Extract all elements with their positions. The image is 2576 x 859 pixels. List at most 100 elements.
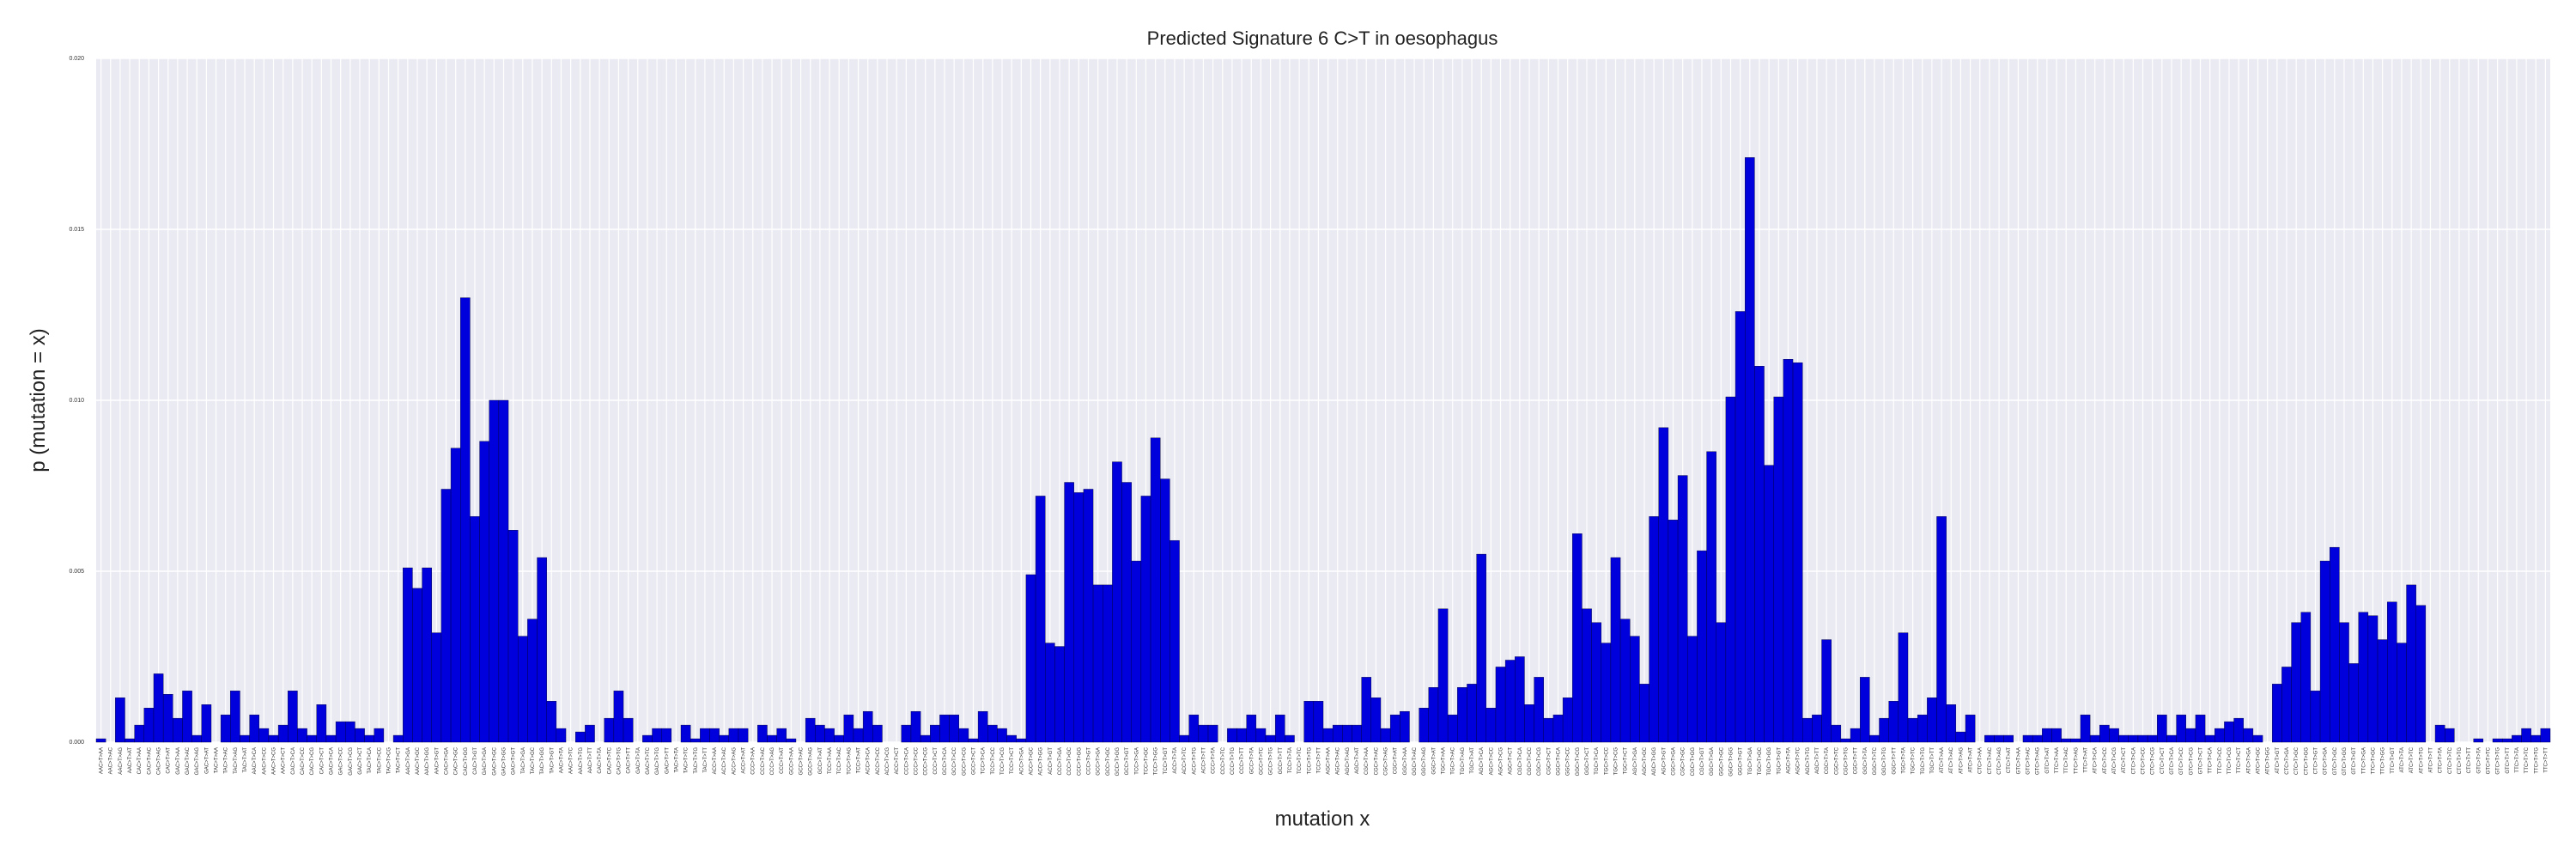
- bar: [575, 731, 586, 743]
- bar: [1619, 618, 1631, 743]
- x-tick-label: CGC>T>GG: [1691, 747, 1696, 777]
- bar: [325, 734, 337, 743]
- chart-title: Predicted Signature 6 C>T in oesophagus: [1147, 27, 1498, 49]
- x-tick-label: GTC>T>AC: [2026, 746, 2032, 774]
- bar: [1946, 704, 1957, 743]
- x-tick-label: ATC>T>CT: [2122, 747, 2127, 774]
- bar: [1888, 701, 1899, 743]
- x-tick-label: TCC>T>CC: [991, 746, 996, 774]
- bar: [345, 721, 355, 743]
- x-tick-label: GCC>T>GG: [1115, 747, 1121, 777]
- bar: [1552, 714, 1564, 743]
- bar: [997, 728, 1007, 743]
- x-tick-label: TTC>T>AG: [2074, 747, 2079, 774]
- bar: [920, 734, 931, 743]
- x-tick-label: CGC>T>AA: [1364, 747, 1370, 775]
- bar: [1035, 496, 1046, 743]
- x-tick-label: TCC>T>GC: [1144, 746, 1149, 775]
- bar: [2367, 615, 2379, 743]
- bar: [1869, 734, 1880, 743]
- x-tick-label: GGC>T>CG: [1576, 747, 1581, 777]
- x-tick-label: CGC>T>TT: [1854, 747, 1859, 775]
- bar: [2022, 734, 2033, 743]
- x-tick-label: CAC>T>AA: [137, 747, 143, 774]
- bar: [2176, 714, 2186, 743]
- bar: [910, 710, 921, 743]
- bar: [2281, 667, 2292, 743]
- bar: [240, 734, 250, 743]
- x-tick-label: AGC>T>AT: [1355, 747, 1360, 774]
- x-tick-label: ATC>T>GA: [2246, 747, 2251, 774]
- bar: [623, 717, 634, 743]
- bar: [1274, 714, 1285, 743]
- x-tick-label: AGC>T>CT: [1509, 747, 1514, 775]
- bar: [2415, 605, 2427, 743]
- bar: [507, 530, 519, 743]
- x-tick-label: ATC>T>GT: [2275, 747, 2281, 774]
- x-tick-label: AGC>T>GA: [1633, 747, 1638, 775]
- x-tick-label: TTC>T>CG: [2227, 747, 2233, 775]
- bar: [690, 738, 701, 743]
- bar: [2185, 728, 2196, 743]
- x-tick-label: CGC>T>CT: [1546, 747, 1552, 775]
- bar: [1016, 738, 1027, 743]
- x-tick-label: TAC>T>GT: [550, 747, 555, 774]
- bar: [1207, 724, 1218, 743]
- x-tick-label: CTC>T>AC: [1988, 746, 1993, 774]
- x-tick-label: GGC>T>AC: [1413, 746, 1418, 775]
- y-tick-label: 0.000: [69, 740, 84, 746]
- x-tick-label: CAC>T>AC: [147, 746, 152, 774]
- x-tick-label: AAC>T>GG: [425, 747, 430, 776]
- bar: [1255, 728, 1267, 743]
- bar: [2089, 734, 2100, 743]
- x-tick-label: TCC>T>AG: [847, 747, 852, 775]
- x-tick-label: GAC>T>AG: [195, 747, 200, 776]
- x-tick-label: TGC>T>AG: [1461, 747, 1466, 775]
- x-tick-label: ACC>T>AC: [722, 746, 727, 774]
- x-tick-label: GGC>T>GT: [1739, 747, 1744, 776]
- bar: [460, 297, 471, 743]
- x-tick-label: AGC>T>CG: [1499, 747, 1504, 776]
- bar: [815, 724, 825, 743]
- x-tick-label: AGC>T>CA: [1479, 747, 1485, 775]
- bar: [1045, 643, 1055, 743]
- x-tick-label: GGC>T>CT: [1585, 747, 1590, 776]
- x-tick-label: AGC>T>GT: [1662, 747, 1667, 775]
- bar: [1006, 734, 1017, 743]
- x-tick-label: CCC>T>CG: [924, 747, 929, 776]
- bar: [1179, 734, 1189, 743]
- x-tick-label: TAC>T>AA: [215, 747, 220, 773]
- x-tick-label: TGC>T>CC: [1604, 746, 1609, 775]
- bar: [872, 724, 883, 743]
- bar: [1025, 574, 1036, 743]
- bar: [767, 734, 777, 743]
- x-tick-label: CCC>T>AA: [751, 747, 756, 775]
- bar: [1591, 622, 1601, 743]
- x-tick-label: AAC>T>AC: [109, 746, 114, 774]
- x-tick-label: TGC>T>TC: [1911, 746, 1917, 774]
- x-tick-label: ATC>T>CC: [2103, 746, 2108, 774]
- x-tick-label: CTC>T>AT: [2007, 747, 2012, 774]
- x-tick-label: CCC>T>TC: [1221, 746, 1226, 774]
- bar: [1370, 698, 1382, 743]
- x-tick-label: CGC>T>GC: [1681, 746, 1686, 776]
- x-tick-label: GTC>T>CC: [2179, 746, 2184, 775]
- bar: [1668, 520, 1679, 743]
- bar: [1745, 157, 1755, 743]
- x-tick-label: TAC>T>CA: [368, 747, 373, 774]
- bar: [1572, 533, 1583, 743]
- bar: [1313, 701, 1324, 743]
- bar: [1735, 311, 1746, 743]
- x-tick-label: ATC>T>GC: [2256, 746, 2261, 774]
- x-tick-label: GAC>T>CT: [358, 747, 363, 775]
- bar: [1831, 724, 1842, 743]
- bar: [1485, 708, 1497, 743]
- y-axis-ticks: 0.000 0.005 0.010 0.015 0.020: [69, 56, 84, 746]
- bar: [489, 399, 500, 743]
- x-tick-label: GAC>T>TC: [646, 746, 651, 774]
- x-tick-label: GTC>T>TG: [2496, 747, 2501, 775]
- bar: [422, 567, 432, 743]
- bar: [1054, 646, 1065, 743]
- x-tick-label: CCC>T>TA: [1212, 747, 1217, 774]
- bar: [1792, 362, 1803, 743]
